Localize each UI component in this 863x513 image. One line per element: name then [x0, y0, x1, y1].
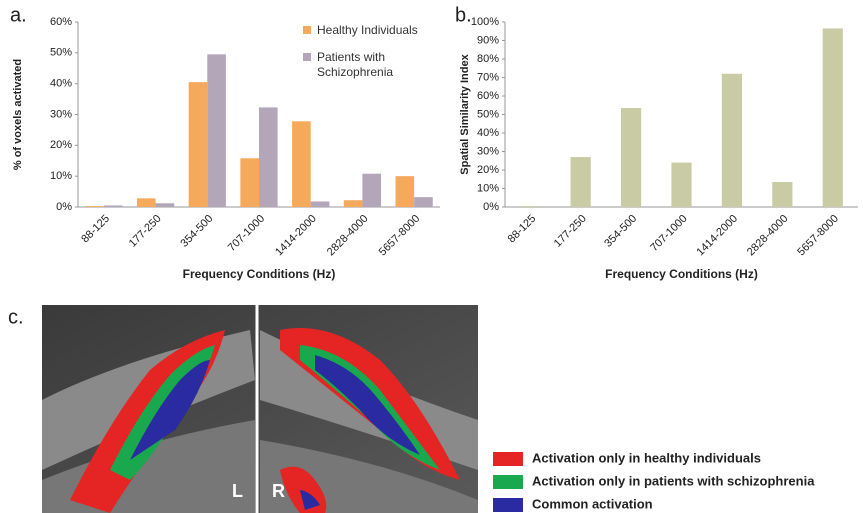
- bar: [311, 201, 330, 207]
- hemisphere-label: R: [272, 481, 285, 501]
- bar: [344, 200, 363, 207]
- y-tick-label: 90%: [477, 34, 499, 46]
- bar: [362, 174, 381, 207]
- y-tick-label: 60%: [50, 16, 72, 28]
- y-tick-label: 40%: [50, 78, 72, 90]
- figure: c. L R Activation only in healthy indivi…: [0, 0, 863, 513]
- bar: [396, 176, 415, 207]
- bar: [414, 197, 433, 207]
- x-tick-label: 354-500: [178, 213, 215, 250]
- y-tick-label: 70%: [477, 71, 499, 83]
- y-tick-label: 80%: [477, 53, 499, 65]
- brain-image: [42, 305, 478, 513]
- x-tick-label: 1414-2000: [273, 213, 319, 259]
- x-tick-label: 707-1000: [226, 213, 267, 254]
- y-tick-label: 20%: [50, 139, 72, 151]
- bar: [621, 108, 641, 207]
- y-tick-label: 50%: [477, 108, 499, 120]
- y-tick-label: 0%: [56, 201, 72, 213]
- bar: [772, 182, 792, 207]
- legend-swatch: [493, 475, 523, 489]
- x-tick-label: 177-250: [127, 213, 164, 250]
- legend-label: Patients with Schizophrenia: [317, 50, 427, 80]
- bar: [292, 121, 311, 207]
- hemisphere-label: L: [232, 481, 243, 501]
- panel-label: b.: [455, 4, 472, 26]
- y-tick-label: 0%: [483, 201, 499, 213]
- x-tick-label: 5657-8000: [377, 213, 423, 259]
- x-axis-label: Frequency Conditions (Hz): [183, 267, 336, 281]
- bar: [85, 206, 104, 207]
- chart: c. L R Activation only in healthy indivi…: [0, 0, 863, 513]
- x-tick-label: 5657-8000: [795, 213, 841, 259]
- x-tick-label: 88-125: [79, 213, 112, 246]
- y-tick-label: 100%: [471, 16, 499, 28]
- y-axis-label: Spatial Similarity Index: [459, 53, 471, 174]
- x-tick-label: 2828-4000: [745, 213, 791, 259]
- bar: [156, 203, 175, 207]
- legend-label: Activation only in healthy individuals: [532, 450, 761, 465]
- x-tick-label: 2828-4000: [325, 213, 371, 259]
- bar: [104, 205, 123, 207]
- y-axis-label: % of voxels activated: [12, 59, 24, 170]
- bar: [137, 198, 156, 207]
- x-tick-label: 707-1000: [648, 213, 689, 254]
- y-tick-label: 10%: [477, 182, 499, 194]
- bar: [240, 158, 259, 207]
- bar: [823, 28, 843, 207]
- y-tick-label: 30%: [477, 145, 499, 157]
- legend-swatch: [493, 452, 523, 466]
- x-tick-label: 1414-2000: [694, 213, 740, 259]
- y-tick-label: 10%: [50, 170, 72, 182]
- bar: [189, 82, 208, 207]
- legend-swatch: [303, 53, 311, 61]
- bar: [571, 157, 591, 207]
- x-axis-label: Frequency Conditions (Hz): [605, 267, 758, 281]
- y-tick-label: 30%: [50, 108, 72, 120]
- panel-label: a.: [10, 4, 27, 26]
- bar: [207, 54, 226, 207]
- x-tick-label: 354-500: [602, 213, 639, 250]
- x-tick-label: 88-125: [506, 213, 539, 246]
- bar: [722, 74, 742, 207]
- legend-label: Healthy Individuals: [317, 23, 427, 38]
- panel-label: c.: [8, 306, 24, 328]
- y-tick-label: 60%: [477, 90, 499, 102]
- legend-label: Activation only in patients with schizop…: [532, 473, 815, 488]
- bar: [520, 206, 540, 207]
- bar: [671, 163, 691, 207]
- legend-swatch: [493, 498, 523, 512]
- legend-swatch: [303, 26, 311, 34]
- y-tick-label: 40%: [477, 127, 499, 139]
- x-tick-label: 177-250: [552, 213, 589, 250]
- y-tick-label: 20%: [477, 164, 499, 176]
- bar: [259, 107, 278, 207]
- y-tick-label: 50%: [50, 47, 72, 59]
- legend-label: Common activation: [532, 496, 653, 511]
